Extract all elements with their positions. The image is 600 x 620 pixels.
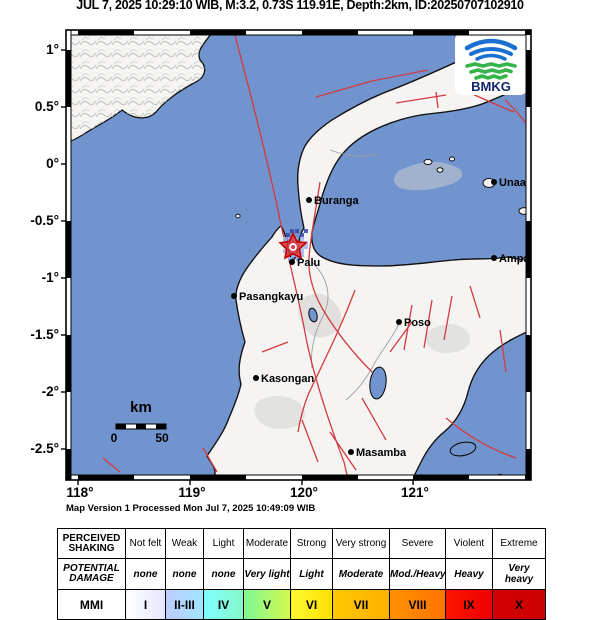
damage-cell: none — [165, 558, 204, 590]
mmi-cell: IV — [203, 589, 244, 620]
city-label: Masamba — [356, 447, 407, 459]
city-label: Kasongan — [261, 373, 314, 385]
earthquake-title: JUL 7, 2025 10:29:10 WIB, M:3.2, 0.73S 1… — [76, 0, 524, 12]
damage-cell: Very heavy — [492, 558, 546, 590]
damage-cell: Heavy — [445, 558, 493, 590]
intensity-table: PERCEIVED SHAKING Not felt Weak Light Mo… — [57, 528, 546, 620]
lat-tick-label: 1° — [46, 42, 59, 57]
epicenter-star-icon — [278, 231, 308, 260]
mmi-cell: X — [492, 589, 546, 620]
row-header: MMI — [57, 589, 126, 620]
lat-tick-label: -0.5° — [30, 213, 59, 228]
lon-tick-label: 121° — [401, 485, 429, 500]
admin-lines — [311, 149, 400, 401]
lat-tick-label: -1.5° — [30, 327, 59, 342]
lat-tick-label: 0° — [46, 156, 59, 171]
shaking-cell: Severe — [389, 528, 446, 559]
scale-start: 0 — [111, 431, 118, 445]
scale-bar: km 0 50 — [111, 399, 169, 445]
mmi-row: MMI I II-III IV V VI VII VIII IX X — [57, 589, 546, 620]
shaking-cell: Extreme — [492, 528, 546, 559]
lat-tick-label: -1° — [42, 270, 59, 285]
mmi-cell: VIII — [389, 589, 446, 620]
damage-cell: none — [203, 558, 244, 590]
shaking-cell: Not felt — [125, 528, 166, 559]
mmi-cell: II-III — [165, 589, 204, 620]
lat-axis-labels: 1° 0.5° 0° -0.5° -1° -1.5° -2° -2.5° — [30, 42, 59, 456]
city-marker: Kasongan — [253, 373, 314, 385]
lat-tick-label: 0.5° — [35, 99, 59, 114]
city-label: Ampana — [499, 253, 543, 265]
potential-damage-row: POTENTIAL DAMAGE none none none Very lig… — [57, 558, 546, 590]
lat-tick-label: -2.5° — [30, 441, 59, 456]
damage-cell: Moderate — [332, 558, 390, 590]
lon-tick-label: 118° — [66, 485, 93, 500]
scale-unit: km — [130, 399, 152, 416]
city-marker: Buranga — [306, 195, 360, 207]
city-label: Poso — [404, 317, 431, 329]
scale-end: 50 — [155, 431, 169, 445]
axis-ticks — [61, 49, 414, 485]
mmi-cell: IX — [445, 589, 493, 620]
damage-cell: Light — [290, 558, 333, 590]
damage-cell: Mod./Heavy — [389, 558, 446, 590]
city-marker: Ampana — [491, 253, 543, 265]
city-marker: Pasangkayu — [231, 291, 303, 303]
shaking-cell: Weak — [165, 528, 204, 559]
row-header: PERCEIVED SHAKING — [57, 528, 126, 559]
damage-cell: Very light — [243, 558, 291, 590]
city-label: Pasangkayu — [239, 291, 303, 303]
lon-axis-labels: 118° 119° 120° 121° — [66, 485, 429, 500]
city-marker: Unaah — [491, 177, 533, 189]
processed-note: Map Version 1 Processed Mon Jul 7, 2025 … — [66, 503, 315, 514]
city-label: Palu — [297, 257, 320, 269]
shaking-cell: Very strong — [332, 528, 390, 559]
mmi-cell: I — [125, 589, 166, 620]
map-frame — [65, 29, 532, 481]
lat-tick-label: -2° — [42, 384, 59, 399]
mmi-cell: VII — [332, 589, 390, 620]
city-marker: Masamba — [348, 447, 407, 459]
shaking-cell: Moderate — [243, 528, 291, 559]
bmkg-logo: BMKG — [455, 33, 527, 95]
shaking-cell: Strong — [290, 528, 333, 559]
city-marker: Poso — [396, 317, 431, 329]
lon-tick-label: 120° — [290, 485, 318, 500]
perceived-shaking-row: PERCEIVED SHAKING Not felt Weak Light Mo… — [57, 528, 546, 559]
lon-tick-label: 119° — [178, 485, 205, 500]
shaking-cell: Violent — [445, 528, 493, 559]
row-header: POTENTIAL DAMAGE — [57, 558, 126, 590]
landmass-kalimantan — [67, 31, 215, 143]
fault-lines — [102, 31, 529, 479]
map-canvas: Buranga Palu Pasangkayu Poso Kasongan Ma… — [67, 31, 543, 479]
mmi-cell: V — [243, 589, 291, 620]
lakes — [308, 307, 477, 457]
city-label: Unaah — [499, 177, 533, 189]
earthquake-map: Buranga Palu Pasangkayu Poso Kasongan Ma… — [30, 29, 543, 514]
bmkg-logo-text: BMKG — [471, 79, 511, 94]
city-markers: Buranga Palu Pasangkayu Poso Kasongan Ma… — [231, 177, 543, 459]
city-marker: Palu — [289, 257, 320, 269]
shaking-cell: Light — [203, 528, 244, 559]
damage-cell: none — [125, 558, 166, 590]
landmass-sulawesi — [206, 32, 530, 479]
city-label: Buranga — [314, 195, 360, 207]
mmi-cell: VI — [290, 589, 333, 620]
